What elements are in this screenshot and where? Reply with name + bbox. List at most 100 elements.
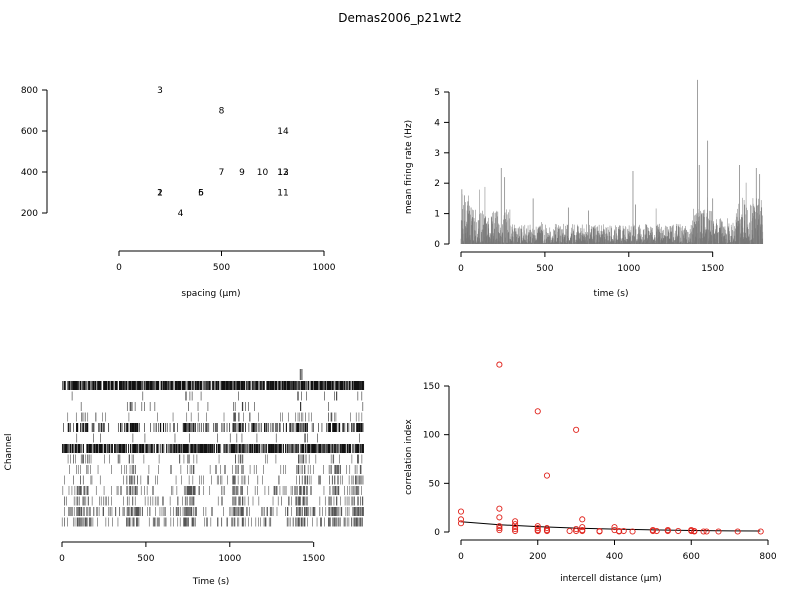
correlation-point — [700, 528, 707, 535]
rate-xlabel: time (s) — [594, 289, 629, 299]
rate-y-tick-label: 2 — [434, 179, 440, 189]
correlation-point — [512, 526, 519, 533]
correlation-point — [496, 527, 503, 534]
rate-y-tick-label: 4 — [434, 118, 440, 128]
raster-axes: 0 500 1000 1500 — [59, 541, 325, 564]
raster-channel — [63, 423, 364, 432]
layout-y-tick-label: 200 — [21, 209, 38, 219]
correlation-point — [579, 527, 586, 535]
raster-channel — [67, 454, 363, 464]
layout-axes: 0 500 1000 200 400 600 800 — [21, 86, 336, 273]
rate-y-tick-label: 5 — [434, 88, 440, 98]
correlation-x-tick-label: 200 — [529, 552, 546, 562]
layout-x-tick-label: 0 — [116, 263, 122, 273]
rate-panel: 0 500 1000 1500 0 1 2 3 4 5 time (s) mean firing … — [404, 79, 764, 299]
correlation-point — [543, 527, 551, 535]
rate-y-tick-label: 0 — [434, 240, 440, 250]
raster-channel — [76, 433, 360, 443]
correlation-point — [573, 526, 580, 533]
correlation-point — [688, 527, 695, 535]
layout-point-label: 7 — [219, 168, 225, 178]
correlation-panel: 0 200 400 600 800 0 50 100 150 intercell distanc… — [404, 361, 777, 584]
raster-channel — [67, 412, 363, 422]
correlation-point — [629, 528, 636, 535]
layout-y-tick-label: 600 — [21, 127, 38, 137]
raster-marks — [61, 369, 365, 527]
correlation-point — [512, 524, 519, 531]
rate-x-tick-label: 1000 — [617, 264, 640, 274]
rate-y-tick-label: 1 — [434, 210, 440, 220]
correlation-x-tick-label: 800 — [759, 552, 776, 562]
raster-x-tick-label: 1000 — [218, 554, 241, 564]
correlation-point — [715, 528, 722, 535]
correlation-point — [534, 527, 541, 535]
layout-point-label: 3 — [157, 86, 163, 96]
raster-panel: 0 500 1000 1500 Time (s) Channel — [4, 369, 365, 587]
layout-y-tick-label: 400 — [21, 168, 38, 178]
correlation-point — [512, 527, 519, 535]
correlation-y-tick-label: 0 — [434, 528, 440, 538]
layout-point-label: 2 — [157, 189, 163, 199]
layout-point-label: 9 — [239, 168, 245, 178]
correlation-point — [675, 527, 682, 535]
correlation-point — [496, 523, 503, 530]
correlation-xlabel: intercell distance (µm) — [560, 574, 662, 584]
correlation-point — [616, 528, 623, 535]
correlation-x-tick-label: 400 — [606, 552, 623, 562]
raster-channel — [71, 391, 363, 401]
correlation-point — [573, 426, 580, 433]
correlation-point — [543, 525, 551, 532]
correlation-point — [596, 528, 603, 535]
correlation-point — [512, 518, 519, 525]
raster-channel — [62, 486, 362, 495]
rate-ylabel: mean firing rate (Hz) — [404, 120, 414, 214]
correlation-y-tick-label: 50 — [429, 479, 441, 489]
correlation-ylabel: correlation index — [404, 418, 414, 494]
layout-point-label: 11 — [277, 189, 288, 199]
layout-point-label: 5 — [198, 189, 204, 199]
rate-trace — [460, 182, 764, 244]
layout-point-label: 4 — [178, 209, 184, 219]
correlation-y-tick-label: 150 — [423, 382, 440, 392]
correlation-point — [653, 527, 660, 535]
correlation-point — [457, 508, 465, 515]
raster-x-tick-label: 1500 — [302, 554, 325, 564]
rate-marks — [460, 79, 764, 244]
correlation-x-tick-label: 600 — [683, 552, 700, 562]
correlation-point — [496, 525, 503, 532]
rate-x-tick-label: 500 — [536, 264, 553, 274]
correlation-point — [566, 527, 573, 535]
raster-channel — [64, 496, 364, 506]
layout-point-label: 6 — [198, 189, 204, 199]
correlation-point — [579, 516, 586, 523]
layout-x-tick-label: 500 — [213, 263, 230, 273]
rate-x-tick-label: 1500 — [701, 264, 724, 274]
rate-axes: 0 500 1000 1500 0 1 2 3 4 5 — [434, 88, 724, 274]
raster-channel — [80, 402, 364, 411]
correlation-point — [611, 524, 618, 531]
correlation-axes: 0 200 400 600 800 0 50 100 150 — [423, 382, 777, 562]
layout-point-label: 8 — [219, 107, 225, 117]
correlation-point — [496, 505, 503, 512]
rate-y-tick-label: 3 — [434, 149, 440, 159]
raster-channel — [62, 381, 365, 390]
layout-point-label: 12 — [277, 168, 288, 178]
raster-channel — [69, 465, 362, 474]
layout-point-label: 14 — [277, 127, 289, 137]
raster-channel — [64, 475, 364, 485]
correlation-point — [457, 516, 465, 523]
figure-title: Demas2006_p21wt2 — [338, 11, 462, 25]
correlation-point — [734, 528, 741, 535]
correlation-point — [703, 528, 710, 535]
raster-x-tick-label: 0 — [59, 554, 65, 564]
raster-ylabel: Channel — [4, 434, 14, 471]
correlation-x-tick-label: 0 — [458, 552, 464, 562]
correlation-point — [457, 520, 465, 527]
layout-x-tick-label: 1000 — [313, 263, 336, 273]
correlation-point — [579, 524, 586, 531]
correlation-point — [496, 361, 503, 368]
layout-y-tick-label: 800 — [21, 86, 38, 96]
